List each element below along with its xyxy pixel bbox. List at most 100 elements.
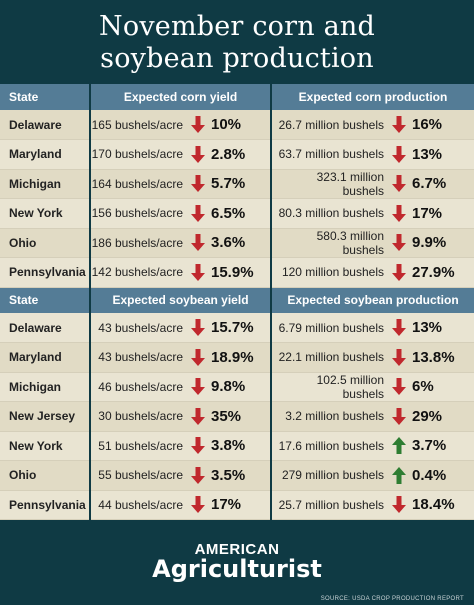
table-row: Delaware 43 bushels/acre 15.7% 6.79 million… [0,313,474,343]
state-cell: New Jersey [0,401,91,432]
cell-content: 63.7 million bushels 13% [272,140,474,169]
table-body: State Expected corn yield Expected corn pr… [0,84,474,520]
percent-change: 15.9% [211,263,254,281]
cell-content: 580.3 million bushels 9.9% [272,229,474,258]
percent-change: 5.7% [211,175,246,193]
value-text: 102.5 million bushels [316,372,384,401]
column-header: Expected corn production [271,84,474,110]
production-cell: 279 million bushels 0.4% [271,460,474,491]
down-arrow-icon [392,496,406,514]
column-header: Expected soybean production [271,287,474,313]
production-cell: 63.7 million bushels 13% [271,139,474,170]
value-text: 323.1 million bushels [316,169,384,198]
down-arrow-icon [191,204,205,222]
cell-content: 102.5 million bushels 6% [272,373,474,402]
yield-cell: 46 bushels/acre 9.8% [90,372,272,402]
table-row: Michigan 46 bushels/acre 9.8% 102.5 million… [0,372,474,402]
state-cell: Michigan [0,372,91,402]
table-header-row: State Expected soybean yield Expected soyb… [0,287,474,313]
percent-change: 10% [211,116,242,133]
down-arrow-icon [392,116,406,133]
down-arrow-icon [392,348,406,366]
down-arrow-icon [191,116,205,133]
yield-cell: 55 bushels/acre 3.5% [90,460,272,491]
cell-content: 6.79 million bushels 13% [272,313,474,342]
state-cell: Ohio [0,228,91,258]
value-text: 63.7 million bushels [278,147,384,162]
percent-change: 0.4% [412,466,447,484]
cell-content: 186 bushels/acre 3.6% [91,229,270,258]
table-row: Ohio 186 bushels/acre 3.6% 580.3 million bu… [0,228,474,258]
value-text: 43 bushels/acre [98,320,183,335]
cell-content: 44 bushels/acre 17% [91,491,270,520]
percent-change: 3.6% [211,234,246,252]
cell-content: 323.1 million bushels 6.7% [272,170,474,199]
down-arrow-icon [392,378,406,396]
state-cell: Maryland [0,342,91,373]
cell-content: 25.7 million bushels 18.4% [272,491,474,520]
value-text: 43 bushels/acre [98,350,183,365]
percent-change: 3.5% [211,466,246,484]
down-arrow-icon [392,145,406,163]
percent-change: 3.7% [412,437,447,455]
production-cell: 26.7 million bushels 16% [271,110,474,140]
column-header: Expected soybean yield [90,287,272,313]
yield-cell: 51 bushels/acre 3.8% [90,431,272,461]
production-cell: 120 million bushels 27.9% [271,257,474,288]
percent-change: 13% [412,319,443,336]
percent-change: 17% [211,496,242,514]
production-cell: 17.6 million bushels 3.7% [271,431,474,461]
value-text: 142 bushels/acre [91,265,183,280]
brand-line-1: AMERICAN [194,541,280,558]
cell-content: 279 million bushels 0.4% [272,461,474,490]
value-text: 22.1 million bushels [278,350,384,365]
table-row: New York 51 bushels/acre 3.8% 17.6 million … [0,431,474,461]
production-cell: 323.1 million bushels 6.7% [271,169,474,199]
down-arrow-icon [392,263,406,281]
cell-content: 26.7 million bushels 16% [272,110,474,139]
production-cell: 22.1 million bushels 13.8% [271,342,474,373]
column-header: State [0,287,91,313]
source-note: SOURCE: USDA CROP PRODUCTION REPORT [320,596,464,602]
value-text: 46 bushels/acre [98,379,183,394]
cell-content: 51 bushels/acre 3.8% [91,432,270,461]
percent-change: 17% [412,204,443,222]
table-row: Pennsylvania 44 bushels/acre 17% 25.7 milli… [0,490,474,520]
percent-change: 18.9% [211,348,254,366]
percent-change: 6.7% [412,175,447,193]
footer: AMERICAN Agriculturist SOURCE: USDA CROP… [0,530,474,605]
cell-content: 43 bushels/acre 15.7% [91,313,270,342]
table-header-row: State Expected corn yield Expected corn pr… [0,84,474,110]
down-arrow-icon [191,496,205,514]
percent-change: 27.9% [412,263,455,281]
production-cell: 3.2 million bushels 29% [271,401,474,432]
cell-content: 22.1 million bushels 13.8% [272,343,474,372]
cell-content: 170 bushels/acre 2.8% [91,140,270,169]
table-row: Maryland 43 bushels/acre 18.9% 22.1 million… [0,342,474,373]
value-text: 120 million bushels [281,265,384,280]
value-text: 165 bushels/acre [91,117,183,132]
value-text: 26.7 million bushels [278,117,384,132]
cell-content: 120 million bushels 27.9% [272,258,474,287]
yield-cell: 186 bushels/acre 3.6% [90,228,272,258]
production-cell: 25.7 million bushels 18.4% [271,490,474,520]
table-row: Michigan 164 bushels/acre 5.7% 323.1 millio… [0,169,474,199]
production-cell: 80.3 million bushels 17% [271,198,474,229]
down-arrow-icon [191,407,205,425]
cell-content: 3.2 million bushels 29% [272,402,474,431]
cell-content: 164 bushels/acre 5.7% [91,170,270,199]
down-arrow-icon [191,437,205,455]
cell-content: 17.6 million bushels 3.7% [272,432,474,461]
value-text: 55 bushels/acre [98,468,183,483]
percent-change: 16% [412,116,443,133]
up-arrow-icon [392,437,406,455]
state-cell: New York [0,198,91,229]
down-arrow-icon [191,348,205,366]
column-header: Expected corn yield [90,84,272,110]
production-cell: 102.5 million bushels 6% [271,372,474,402]
percent-change: 15.7% [211,319,254,336]
yield-cell: 44 bushels/acre 17% [90,490,272,520]
down-arrow-icon [392,407,406,425]
production-cell: 6.79 million bushels 13% [271,313,474,343]
table-row: New Jersey 30 bushels/acre 35% 3.2 million … [0,401,474,432]
